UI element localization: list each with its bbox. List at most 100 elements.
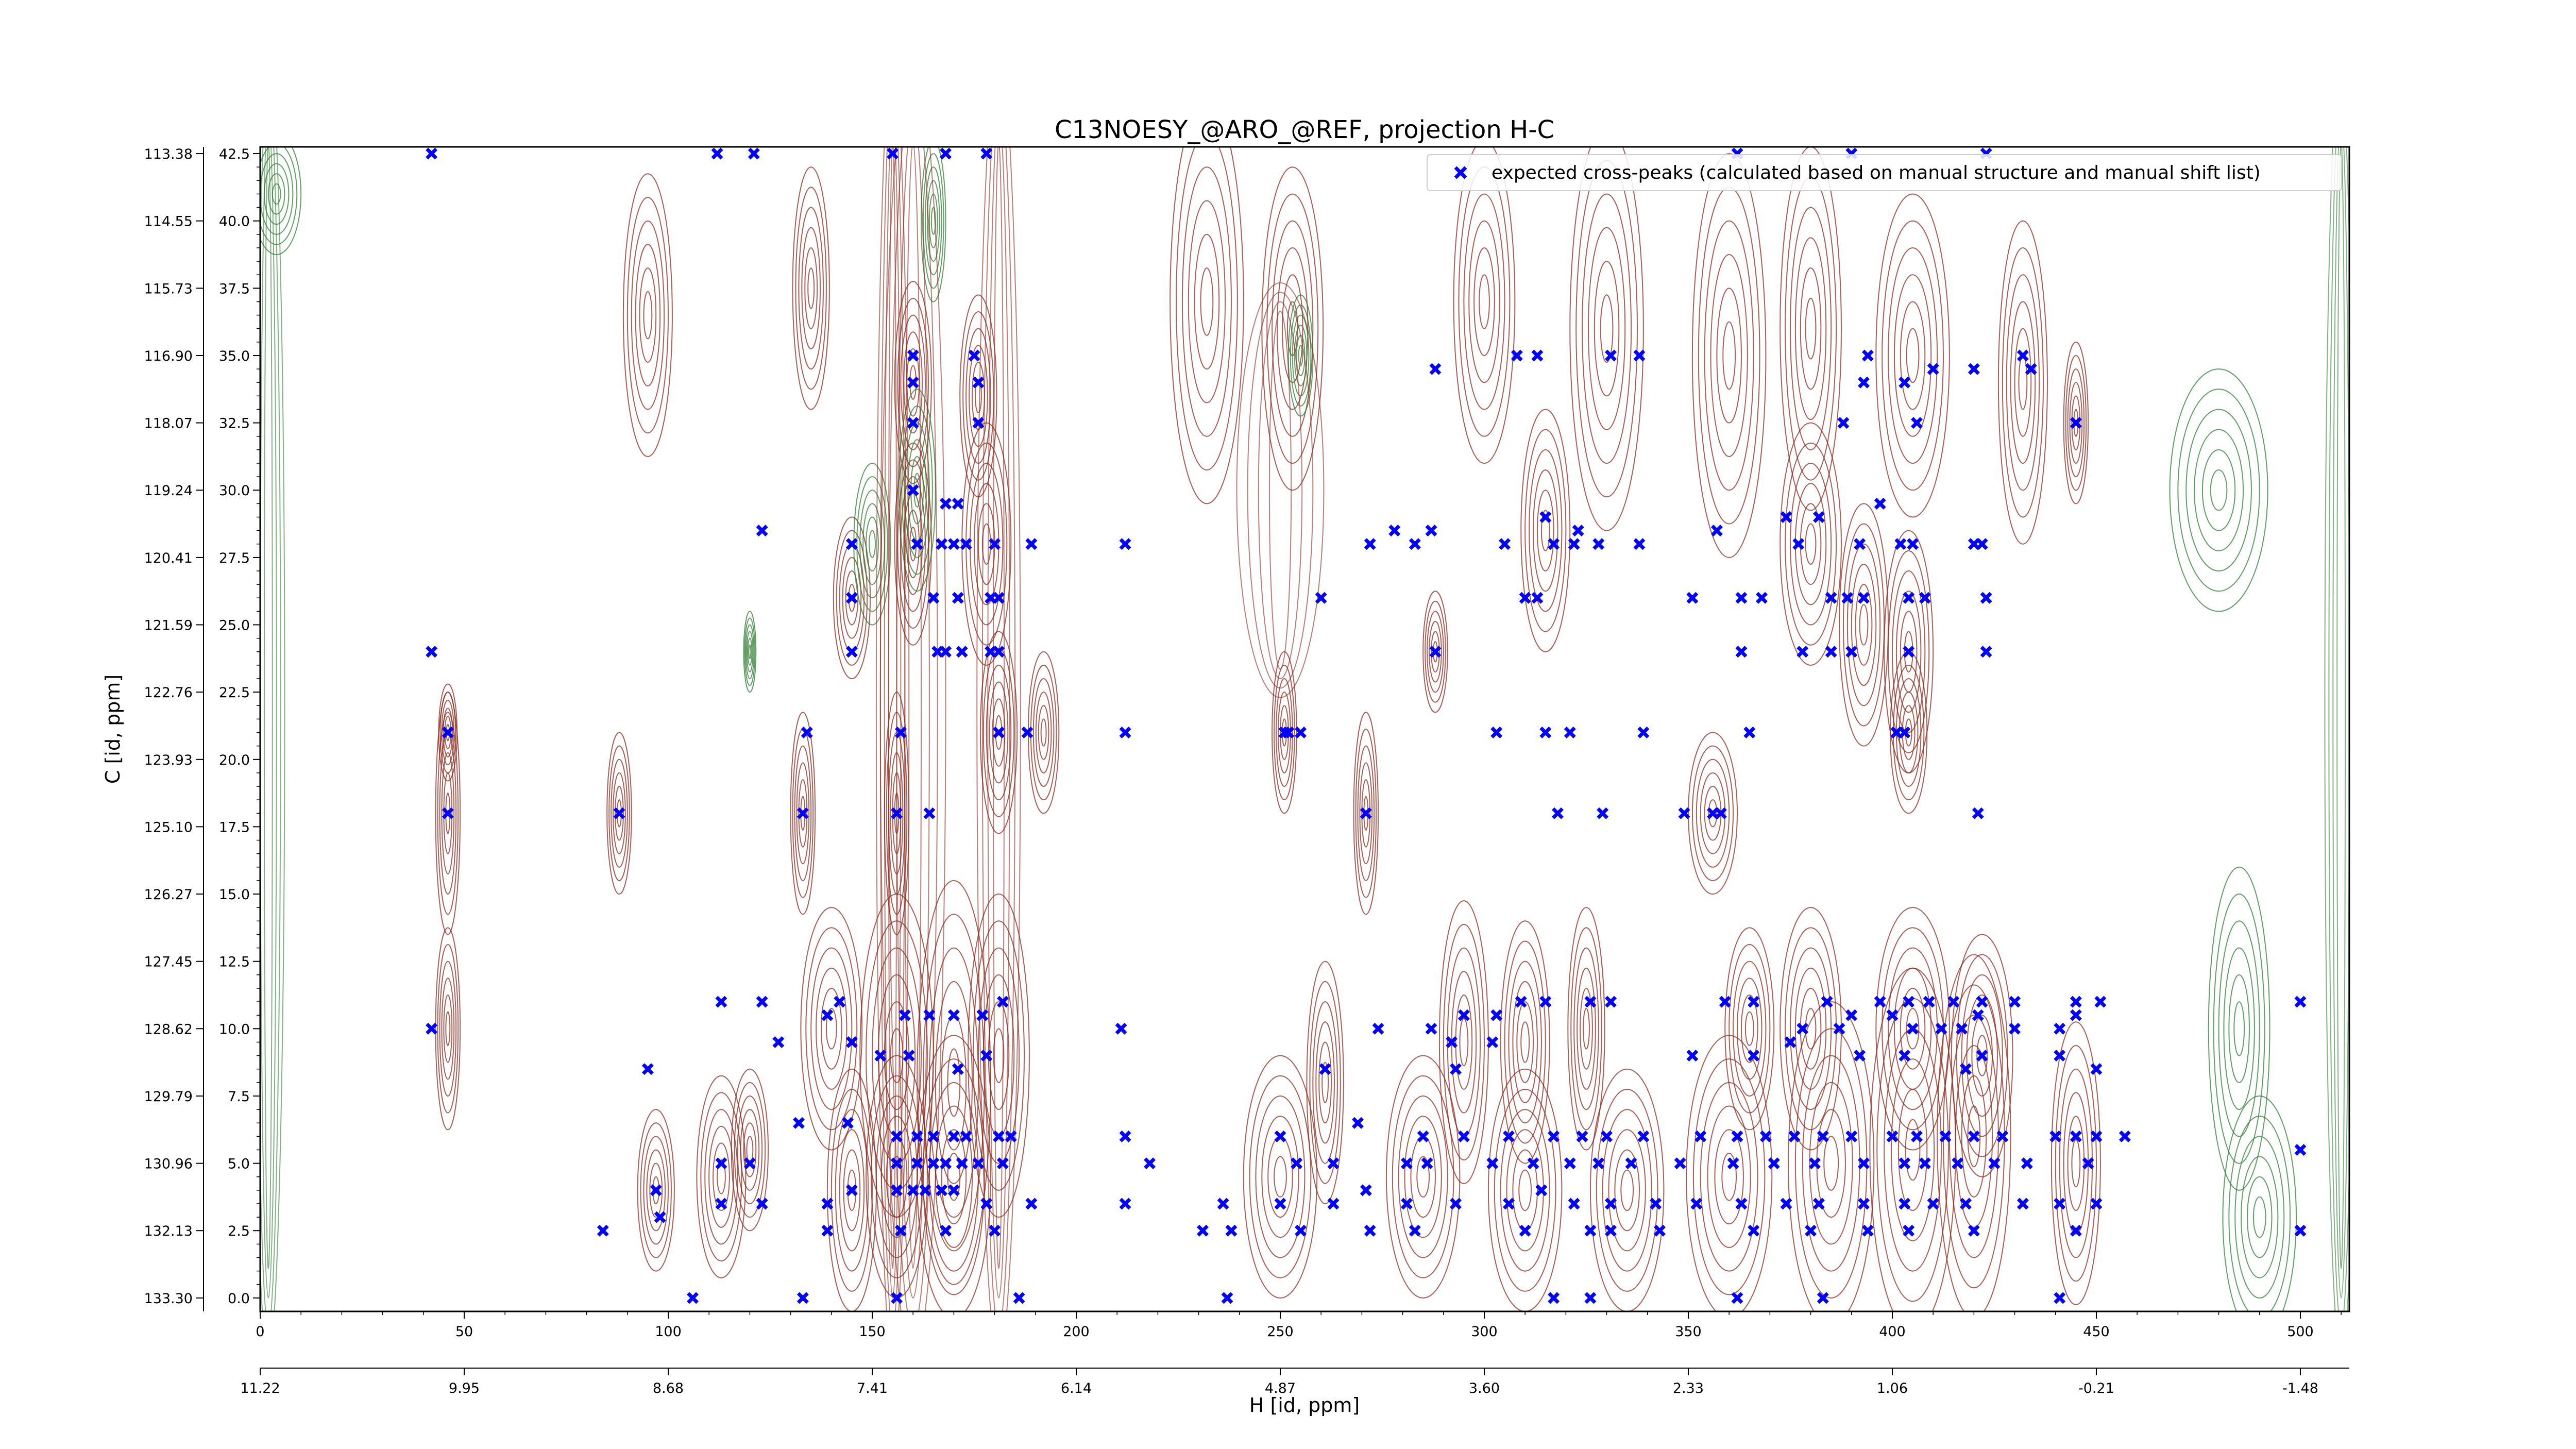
ridge-contour [992, 147, 1005, 1269]
cross-peak-marker [1295, 1224, 1307, 1237]
cross-peak-marker [940, 1157, 952, 1170]
cross-peak-marker [952, 1063, 964, 1075]
cross-peak-marker [442, 807, 454, 819]
positive-contour [1587, 227, 1626, 430]
y-ppm-tick-label: 115.73 [144, 281, 193, 297]
positive-contour [1740, 995, 1758, 1063]
positive-contour [1714, 1129, 1744, 1225]
cross-peak-marker [1274, 1130, 1286, 1142]
y-tick-label: 22.5 [219, 685, 250, 701]
cross-peak-marker [743, 1157, 756, 1170]
positive-contour [1805, 297, 1817, 360]
positive-contour [2067, 368, 2085, 478]
cross-peak-marker [426, 1022, 438, 1035]
cross-peak-marker [748, 147, 760, 160]
positive-contour [1875, 193, 1950, 518]
y-tick-label: 27.5 [219, 550, 250, 566]
cross-peak-marker [1319, 1063, 1331, 1075]
positive-contour [1255, 1095, 1306, 1258]
negative-contour [2210, 469, 2228, 511]
positive-contour [435, 927, 461, 1131]
positive-contour [816, 967, 848, 1090]
negative-contour [869, 530, 876, 558]
cross-peak-marker [1861, 349, 1874, 362]
positive-contour [1890, 1058, 1935, 1241]
legend: expected cross-peaks (calculated based o… [1427, 154, 2342, 191]
cross-peak-marker [772, 1036, 785, 1048]
cross-peak-marker [1576, 1130, 1588, 1142]
cross-peak-marker [1899, 1198, 1911, 1210]
positive-contour [1839, 503, 1889, 747]
cross-peak-marker [1784, 1036, 1797, 1048]
positive-contour [1802, 1055, 1860, 1272]
cross-peak-marker [1805, 1224, 1817, 1237]
x-tick-label: 50 [455, 1324, 473, 1340]
positive-contour [626, 196, 669, 434]
cross-peak-marker [947, 1184, 960, 1197]
cross-peak-marker [1592, 538, 1605, 550]
positive-contour [825, 1008, 837, 1050]
cross-peak-marker [960, 1130, 972, 1142]
cross-peak-marker [801, 727, 813, 739]
cross-peak-marker [947, 538, 960, 550]
positive-contour [1888, 550, 1930, 753]
cross-peak-marker [1968, 363, 1980, 375]
positive-contour [1892, 664, 1925, 801]
positive-contour [1823, 1136, 1839, 1191]
cross-peak-marker [1274, 1198, 1286, 1210]
positive-contour [1794, 1028, 1868, 1299]
cross-peak-marker [980, 1050, 993, 1062]
x-ppm-tick-label: 11.22 [240, 1380, 280, 1396]
cross-peak-marker [1837, 417, 1850, 429]
positive-contour [794, 745, 812, 881]
positive-contour [1512, 981, 1538, 1104]
cross-peak-marker [2054, 1292, 2066, 1304]
cross-peak-marker [1788, 1130, 1801, 1142]
positive-contour [845, 570, 859, 626]
cross-peak-marker [1584, 1224, 1597, 1237]
cross-peak-marker [923, 1009, 936, 1021]
cross-peak-marker [1511, 349, 1523, 362]
cross-peak-marker [2119, 1130, 2131, 1142]
positive-contour [1955, 1044, 1993, 1228]
ridge-contour [1236, 282, 1325, 698]
positive-contour [1500, 1109, 1550, 1272]
legend-box [1427, 154, 2342, 191]
negative-contour [930, 207, 936, 235]
cross-peak-marker [1858, 592, 1870, 604]
cross-peak-marker [2016, 1198, 2029, 1210]
positive-contour [611, 759, 628, 868]
cross-peak-marker [1568, 1198, 1580, 1210]
cross-peak-marker [1360, 1184, 1372, 1197]
positive-contour [903, 331, 923, 434]
cross-peak-marker [1295, 727, 1307, 739]
positive-contour [1951, 934, 2013, 1177]
cross-peak-marker [1748, 1050, 1760, 1062]
negative-contour [2201, 449, 2236, 531]
y-ppm-tick-label: 126.27 [144, 887, 193, 903]
cross-peak-marker [1748, 1224, 1760, 1237]
cross-peak-marker [1372, 1022, 1384, 1035]
positive-contour [1404, 1116, 1442, 1238]
x-ppm-tick-label: 6.14 [1061, 1380, 1092, 1396]
cross-peak-marker [1327, 1157, 1340, 1170]
positive-contour [1170, 147, 1244, 504]
positive-contour [1266, 193, 1319, 464]
positive-contour [1789, 947, 1832, 1110]
positive-contour [1842, 523, 1885, 727]
y-tick-label: 0.0 [228, 1291, 250, 1307]
positive-contour [970, 462, 1004, 626]
positive-contour [743, 1122, 757, 1177]
cross-peak-marker [834, 996, 846, 1008]
cross-peak-marker [1715, 807, 1727, 819]
negative-contour [2252, 1196, 2266, 1238]
cross-peak-marker [1654, 1224, 1666, 1237]
y-tick-label: 40.0 [219, 214, 250, 230]
negative-contour [744, 617, 756, 686]
positive-contour [1686, 1035, 1773, 1311]
negative-contour [1294, 325, 1308, 386]
cross-peak-marker [1686, 592, 1699, 604]
cross-peak-marker [2070, 1130, 2082, 1142]
positive-contour [871, 1075, 923, 1278]
cross-peak-marker [1841, 592, 1854, 604]
